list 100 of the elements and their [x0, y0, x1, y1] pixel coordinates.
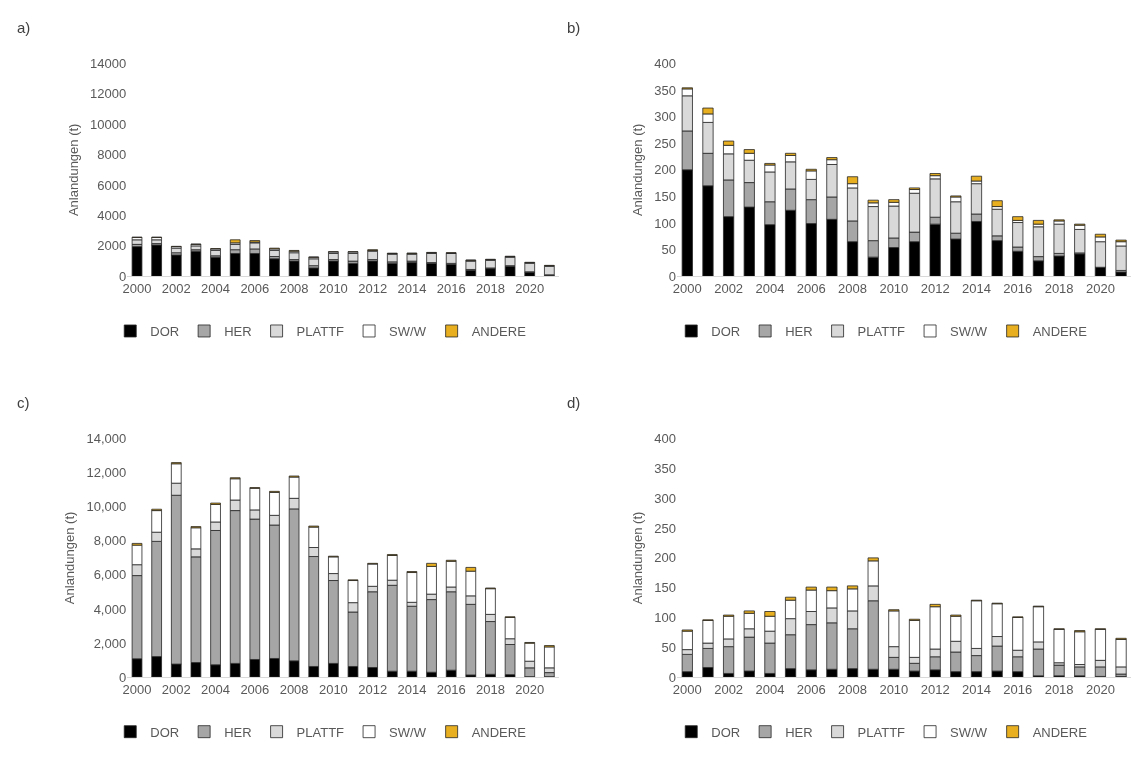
y-tick-label: 2000 [97, 238, 127, 254]
y-tick-label: 12,000 [86, 465, 127, 481]
y-tick-label: 250 [654, 520, 676, 536]
y-tick-label: 0 [118, 268, 127, 284]
legend-label: DOR [150, 724, 180, 740]
y-tick-label: 300 [654, 490, 676, 506]
x-tick-label: 2016 [1003, 280, 1033, 296]
legend-label: PLATTF [296, 324, 345, 340]
x-tick-label: 2004 [755, 681, 785, 697]
y-tick-label: 14000 [90, 55, 127, 71]
y-tick-label: 200 [654, 162, 676, 178]
legend-label: SW/W [389, 724, 427, 740]
x-tick-label: 2006 [240, 681, 270, 697]
x-tick-label: 2004 [201, 280, 231, 296]
x-tick-label: 2016 [1003, 681, 1033, 697]
legend-label: DOR [711, 724, 741, 740]
x-tick-label: 2006 [796, 681, 826, 697]
x-tick-label: 2010 [318, 681, 348, 697]
y-tick-label: 4000 [97, 208, 127, 224]
x-tick-label: 2014 [397, 681, 427, 697]
y-axis-title: Anlandungen (t) [630, 123, 646, 217]
legend-label: PLATTF [857, 724, 906, 740]
y-tick-label: 0 [118, 669, 127, 685]
x-tick-label: 2004 [755, 280, 785, 296]
y-tick-label: 6,000 [93, 567, 127, 583]
x-tick-label: 2018 [475, 280, 505, 296]
y-tick-label: 100 [654, 610, 676, 625]
legend-label: SW/W [950, 324, 988, 340]
y-axis-title: Anlandungen (t) [630, 511, 646, 605]
legend-label: HER [224, 724, 252, 740]
x-tick-label: 2018 [1044, 280, 1074, 296]
legend-label: SW/W [389, 324, 427, 340]
y-tick-label: 50 [661, 639, 676, 655]
legend-label: ANDERE [471, 324, 527, 340]
y-tick-label: 300 [654, 109, 676, 125]
y-tick-label: 350 [654, 461, 676, 477]
y-axis-title: Anlandungen (t) [65, 123, 81, 217]
y-tick-label: 0 [668, 669, 676, 685]
legend-label: PLATTF [296, 724, 345, 740]
y-tick-label: 8,000 [93, 533, 127, 549]
y-tick-label: 2,000 [93, 635, 127, 651]
legend-label: HER [785, 724, 813, 740]
chart-title: a) [17, 19, 31, 36]
y-tick-label: 350 [654, 82, 676, 98]
x-tick-label: 2010 [879, 681, 909, 697]
x-tick-label: 2012 [920, 681, 950, 697]
x-tick-label: 2020 [1085, 681, 1115, 697]
y-tick-label: 100 [654, 215, 676, 231]
legend-label: PLATTF [857, 324, 906, 340]
y-tick-label: 4,000 [93, 601, 127, 617]
x-tick-label: 2014 [397, 280, 427, 296]
y-tick-label: 50 [661, 242, 676, 258]
y-tick-label: 200 [654, 550, 676, 566]
x-tick-label: 2020 [515, 681, 545, 697]
legend-label: DOR [711, 324, 741, 340]
chart-title: b) [567, 19, 581, 36]
y-tick-label: 14,000 [86, 431, 127, 447]
x-tick-label: 2014 [962, 280, 991, 296]
legend-label: DOR [150, 324, 180, 340]
x-tick-label: 2002 [714, 681, 744, 697]
x-tick-label: 2016 [436, 280, 466, 296]
y-tick-label: 0 [668, 268, 676, 284]
x-tick-label: 2006 [240, 280, 270, 296]
y-tick-label: 10000 [90, 116, 127, 132]
legend-label: HER [785, 324, 813, 340]
x-tick-label: 2008 [838, 280, 868, 296]
x-tick-label: 2016 [436, 681, 466, 697]
legend-label: ANDERE [1032, 724, 1088, 740]
x-tick-label: 2010 [879, 280, 909, 296]
y-tick-label: 400 [654, 431, 676, 447]
x-tick-label: 2014 [962, 681, 991, 697]
x-tick-label: 2012 [920, 280, 950, 296]
x-tick-label: 2018 [1044, 681, 1074, 697]
x-tick-label: 2002 [161, 681, 191, 697]
legend-label: ANDERE [471, 724, 527, 740]
y-tick-label: 150 [654, 188, 676, 204]
y-tick-label: 10,000 [86, 499, 127, 515]
y-axis-title: Anlandungen (t) [62, 511, 78, 605]
y-tick-label: 8000 [97, 147, 127, 163]
legend-label: SW/W [950, 724, 988, 740]
x-tick-label: 2020 [515, 280, 545, 296]
y-tick-label: 400 [654, 55, 676, 71]
x-tick-label: 2008 [279, 280, 309, 296]
chart-title: c) [17, 394, 30, 411]
x-tick-label: 2008 [838, 681, 868, 697]
x-tick-label: 2018 [475, 681, 505, 697]
x-tick-label: 2002 [714, 280, 744, 296]
x-tick-label: 2004 [201, 681, 231, 697]
legend-label: HER [224, 324, 252, 340]
x-tick-label: 2012 [358, 280, 388, 296]
chart-title: d) [567, 394, 581, 411]
y-tick-label: 12000 [90, 86, 127, 102]
x-tick-label: 2020 [1085, 280, 1115, 296]
x-tick-label: 2012 [358, 681, 388, 697]
y-tick-label: 250 [654, 135, 676, 151]
legend-label: ANDERE [1032, 324, 1088, 340]
x-tick-label: 2008 [279, 681, 309, 697]
x-tick-label: 2002 [161, 280, 191, 296]
x-tick-label: 2006 [796, 280, 826, 296]
y-tick-label: 150 [654, 580, 676, 596]
